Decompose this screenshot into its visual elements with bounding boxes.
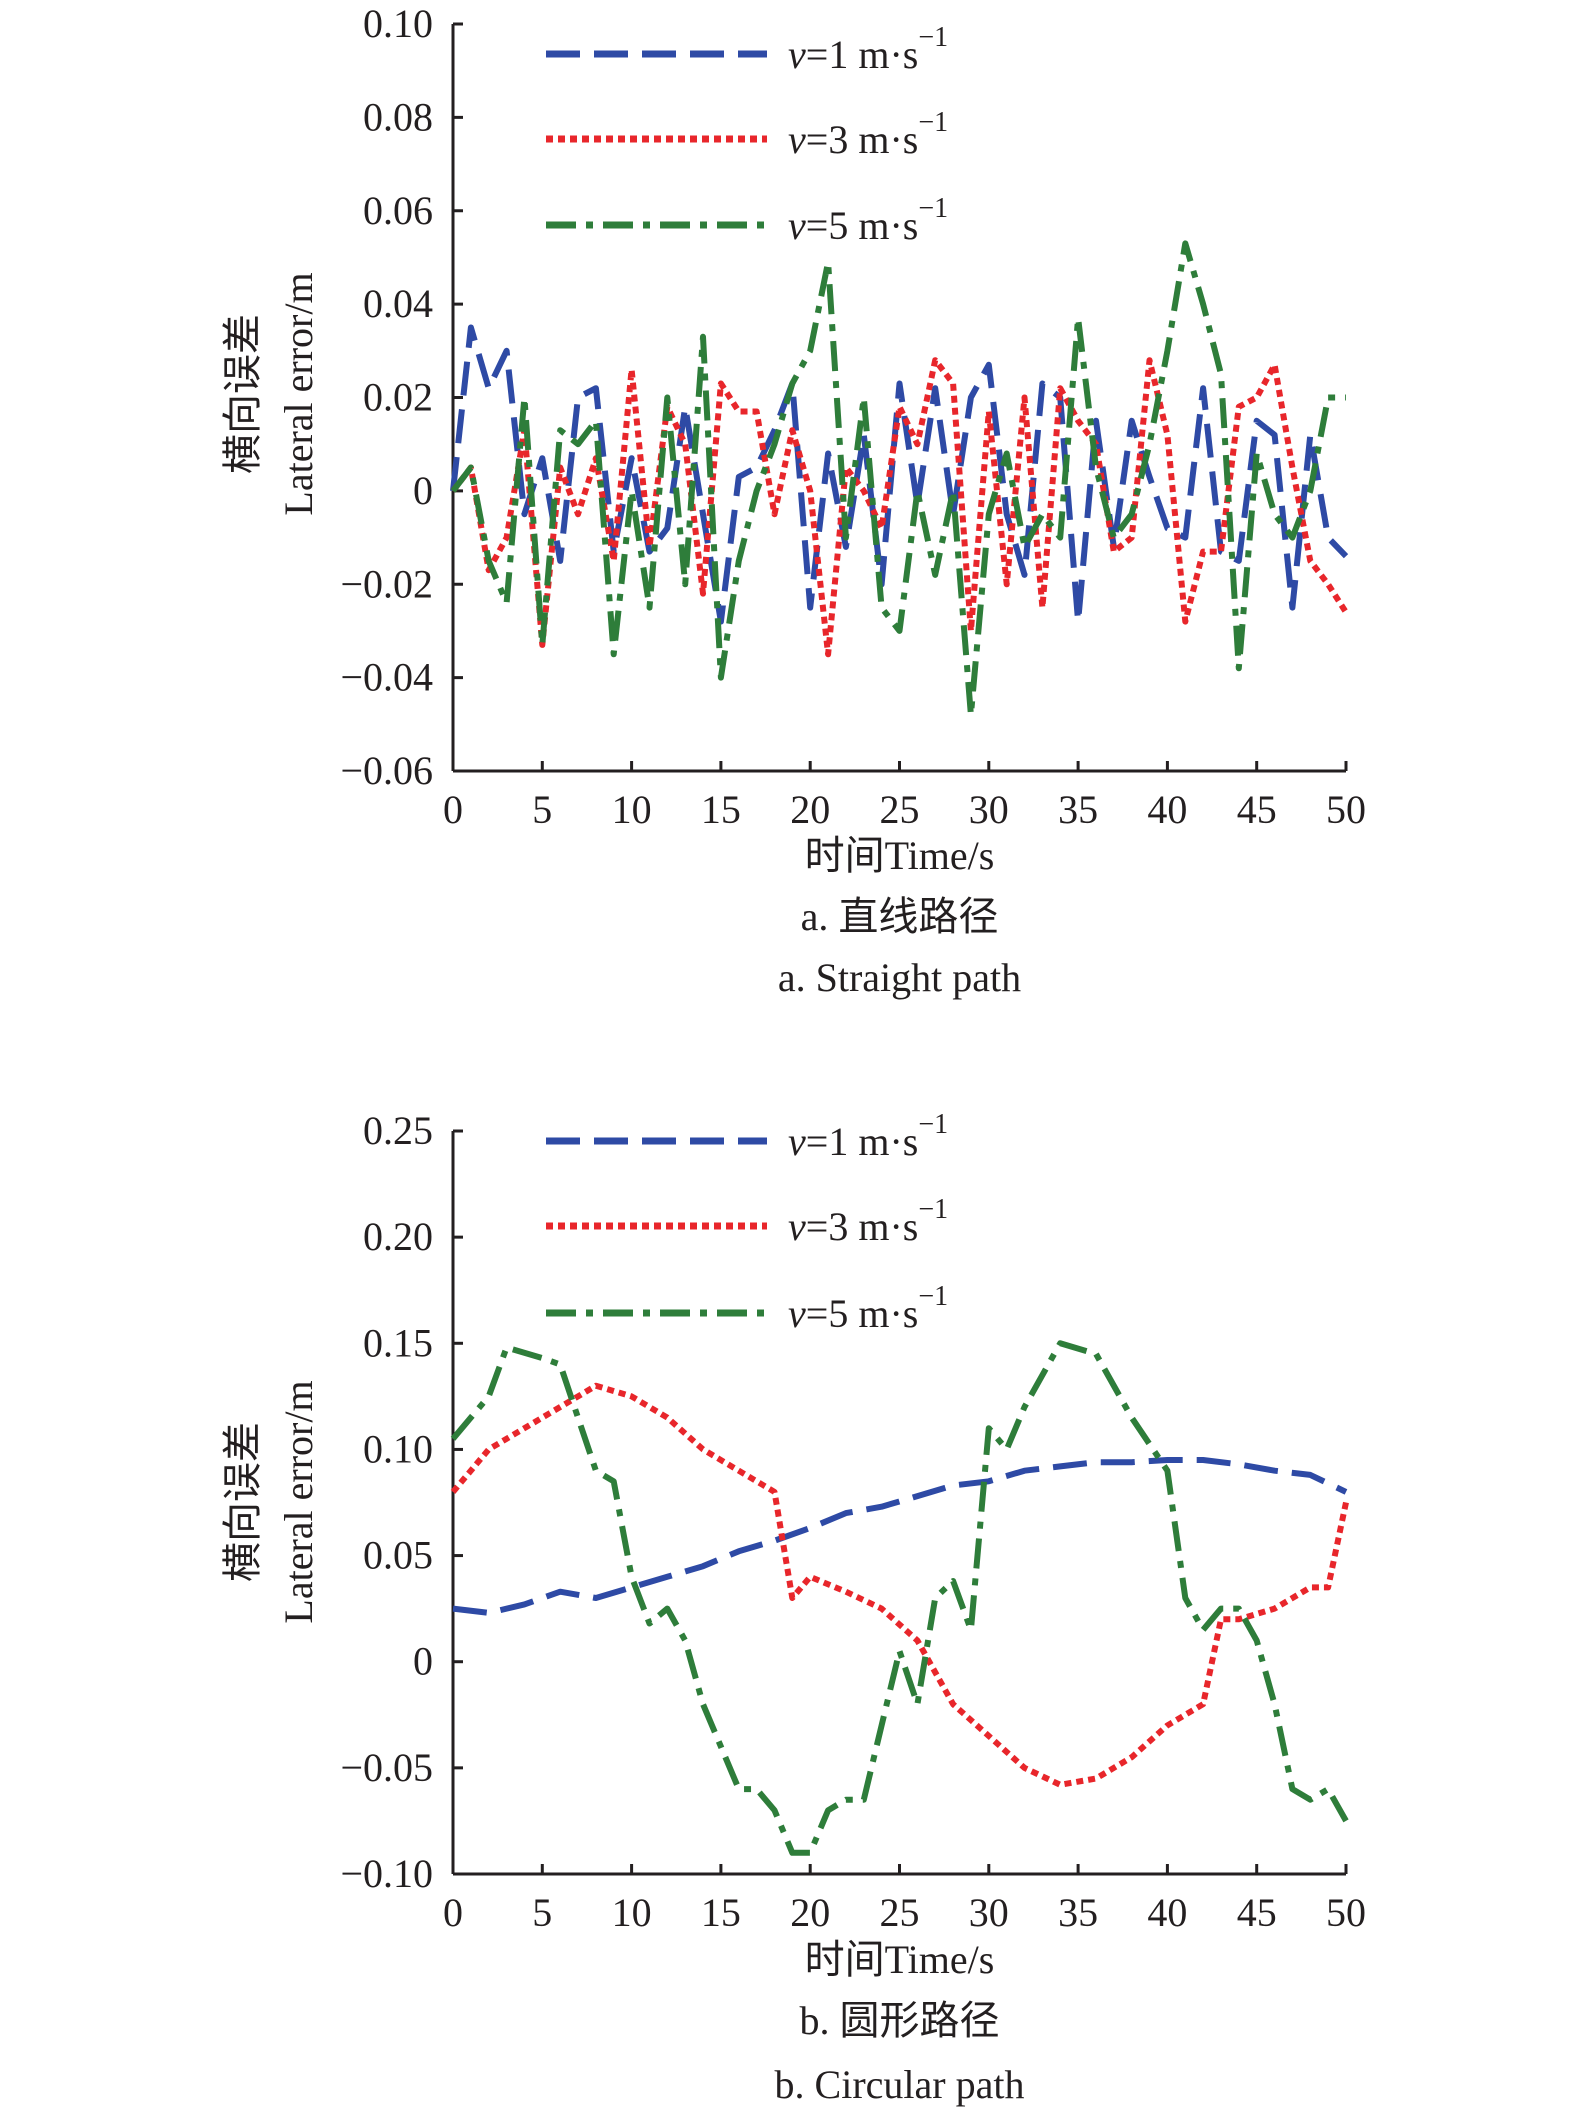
legend-label-v5: v=5 m·s−1 xyxy=(788,1281,948,1336)
x-tick-label: 50 xyxy=(1326,1890,1366,1935)
x-tick-label: 40 xyxy=(1147,787,1187,832)
legend-value: =5 m·s xyxy=(806,203,919,248)
chart-circular-path: −0.10 −0.05 0 0.05 0.10 0.15 0.20 0.25 0 5 10 15 20 2… xyxy=(220,1108,1366,2107)
y-tick-label: 0 xyxy=(413,468,433,513)
y-axis-label: Lateral error/m xyxy=(276,1380,321,1623)
y-tick-label: −0.10 xyxy=(340,1851,433,1896)
y-tick-label: −0.04 xyxy=(340,655,433,700)
legend-var: v xyxy=(788,32,806,77)
x-tick-label: 20 xyxy=(790,1890,830,1935)
x-tick-label: 25 xyxy=(880,1890,920,1935)
x-tick-label: 45 xyxy=(1237,787,1277,832)
legend-value: =3 m·s xyxy=(806,117,919,162)
y-tick-label: 0.15 xyxy=(363,1320,433,1365)
series-line-v3 xyxy=(450,1382,1349,1788)
x-axis-label: 时间Time/s xyxy=(805,1937,995,1982)
x-tick-label: 40 xyxy=(1147,1890,1187,1935)
series-line-v1 xyxy=(452,1457,1348,1616)
legend-var: v xyxy=(788,1204,806,1249)
y-tick-label: −0.02 xyxy=(340,561,433,606)
legend-label-v1: v=1 m·s−1 xyxy=(788,22,948,77)
legend-exponent: −1 xyxy=(918,193,948,224)
x-tick-label: 30 xyxy=(969,787,1009,832)
y-tick-label: 0.06 xyxy=(363,188,433,233)
y-tick-label: −0.06 xyxy=(340,748,433,793)
x-axis-label: 时间Time/s xyxy=(805,833,995,878)
legend-exponent: −1 xyxy=(918,107,948,138)
y-axis-label-cn: 横向误差 xyxy=(220,314,265,474)
legend-var: v xyxy=(788,203,806,248)
x-tick-label: 50 xyxy=(1326,787,1366,832)
legend-label-v1: v=1 m·s−1 xyxy=(788,1109,948,1164)
x-tick-label: 30 xyxy=(969,1890,1009,1935)
x-tick-label: 10 xyxy=(612,1890,652,1935)
y-axis-label-cn: 横向误差 xyxy=(220,1422,265,1582)
y-tick-label: 0.02 xyxy=(363,375,433,420)
x-tick-label: 35 xyxy=(1058,1890,1098,1935)
x-tick-label: 35 xyxy=(1058,787,1098,832)
x-tick-label: 10 xyxy=(612,787,652,832)
legend-var: v xyxy=(788,117,806,162)
y-axis-label: Lateral error/m xyxy=(276,272,321,515)
y-tick-label: 0.08 xyxy=(363,94,433,139)
chart-subtitle: b. Circular path xyxy=(775,2062,1025,2107)
series-line-v1 xyxy=(450,324,1349,625)
legend-label-v3: v=3 m·s−1 xyxy=(788,107,948,162)
legend-var: v xyxy=(788,1119,806,1164)
chart-title: a. 直线路径 xyxy=(801,894,999,939)
legend-exponent: −1 xyxy=(918,1109,948,1140)
y-tick-label: 0 xyxy=(413,1639,433,1684)
y-tick-label: 0.04 xyxy=(363,281,433,326)
x-tick-label: 15 xyxy=(701,1890,741,1935)
legend-value: =3 m·s xyxy=(806,1204,919,1249)
legend-exponent: −1 xyxy=(918,1281,948,1312)
y-tick-label: 0.05 xyxy=(363,1533,433,1578)
x-tick-label: 5 xyxy=(532,1890,552,1935)
x-tick-label: 15 xyxy=(701,787,741,832)
legend-label-v5: v=5 m·s−1 xyxy=(788,193,948,248)
series-line-v3 xyxy=(450,357,1349,658)
x-tick-label: 5 xyxy=(532,787,552,832)
legend-value: =1 m·s xyxy=(806,1119,919,1164)
x-tick-label: 20 xyxy=(790,787,830,832)
y-tick-label: 0.25 xyxy=(363,1108,433,1153)
series-line-v5 xyxy=(450,1340,1349,1856)
x-tick-label: 0 xyxy=(443,787,463,832)
legend-var: v xyxy=(788,1291,806,1336)
legend-exponent: −1 xyxy=(918,1194,948,1225)
chart-subtitle: a. Straight path xyxy=(778,955,1021,1000)
x-tick-label: 25 xyxy=(880,787,920,832)
y-tick-label: −0.05 xyxy=(340,1745,433,1790)
legend-value: =5 m·s xyxy=(806,1291,919,1336)
x-tick-label: 0 xyxy=(443,1890,463,1935)
legend-exponent: −1 xyxy=(918,22,948,53)
legend-label-v3: v=3 m·s−1 xyxy=(788,1194,948,1249)
y-tick-label: 0.20 xyxy=(363,1214,433,1259)
x-tick-label: 45 xyxy=(1237,1890,1277,1935)
y-tick-label: 0.10 xyxy=(363,1,433,46)
chart-title: b. 圆形路径 xyxy=(800,1998,1000,2043)
series-line-v5 xyxy=(450,240,1346,718)
legend-value: =1 m·s xyxy=(806,32,919,77)
y-tick-label: 0.10 xyxy=(363,1426,433,1471)
chart-straight-path: −0.06 −0.04 −0.02 0 0.02 0.04 0.06 0.08 0.10 0 5 10… xyxy=(220,1,1366,1000)
